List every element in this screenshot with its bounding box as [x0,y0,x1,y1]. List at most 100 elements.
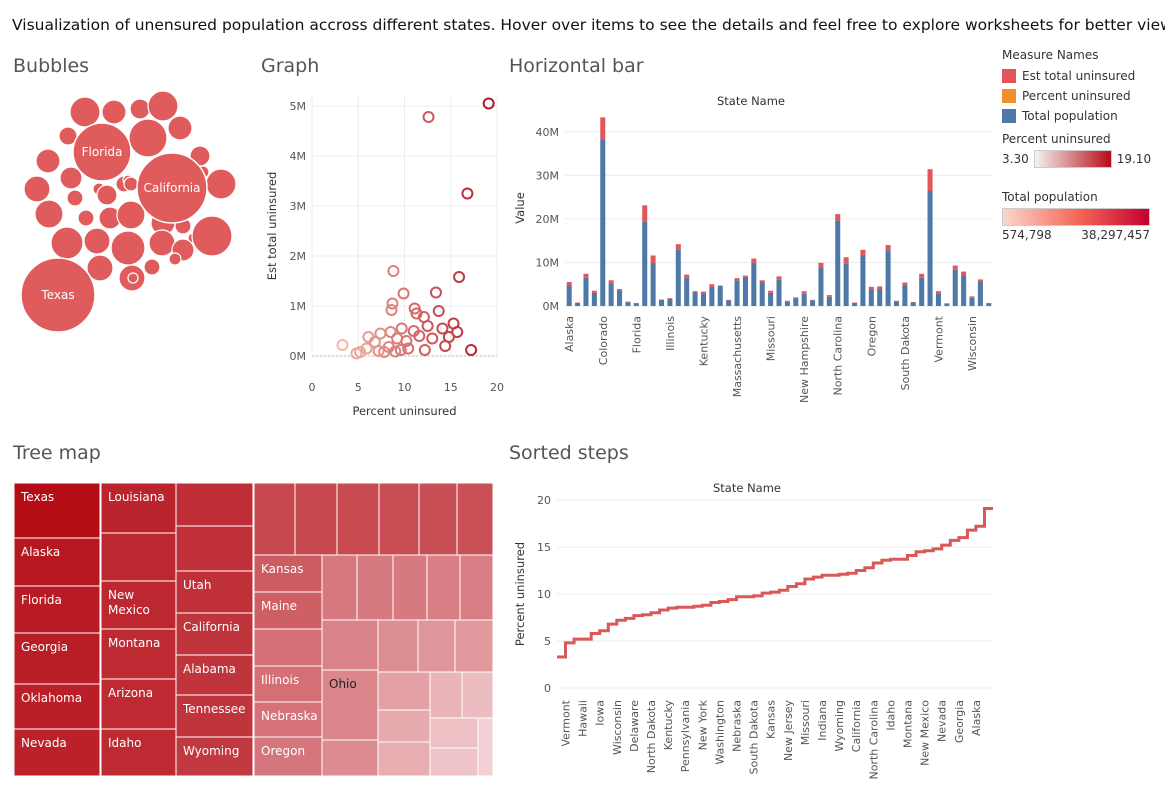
treemap-cell [321,739,379,777]
treemap-cell [253,591,323,630]
treemap-label: Alabama [183,662,236,676]
bar-est-uninsured [591,290,597,293]
bar-est-uninsured [583,273,589,278]
bar-total-population [969,297,975,306]
treemap-cell [321,669,379,741]
scatter-point [378,346,391,358]
bubble-label: Texas [40,288,74,302]
bar-total-population [608,283,614,306]
legend-item-est-uninsured[interactable]: Est total uninsured [1002,66,1162,86]
scatter-point [402,342,415,355]
bar-total-population [843,263,849,306]
sorted-steps-chart[interactable]: State Name 0 5 10 15 20 Percent uninsured Vermo… [510,478,998,796]
x-tick-label: North Carolina [867,700,880,780]
bubble [35,148,61,174]
legend-item-percent-uninsured[interactable]: Percent uninsured [1002,86,1162,106]
legend-label: Percent uninsured [1022,89,1131,103]
bar-est-uninsured [759,280,765,283]
scatter-point [421,320,434,332]
x-tick-label: Nevada [936,700,949,742]
treemap-label: Texas [20,490,54,504]
treemap-cell [253,482,296,556]
bar-est-uninsured [843,257,849,264]
bar-total-population [684,277,690,306]
treemap-cell [321,619,379,671]
legend-label: Total population [1022,109,1118,123]
treemap-cell [253,701,323,738]
x-tick-label: Alaska [970,700,983,736]
treemap-cell [459,554,494,621]
treemap-cell [253,628,323,667]
treemap-label: Florida [21,593,62,607]
bar-total-population [583,277,589,306]
scatter-point [439,340,452,352]
bar-total-population [877,289,883,306]
pct-min-label: 3.30 [1002,152,1029,166]
x-tick-label: Vermont [560,699,573,746]
bar-total-population [759,282,765,306]
steps-title: Sorted steps [509,442,629,464]
bar-total-population [793,298,799,306]
treemap-cell [426,554,461,621]
pop-max-label: 38,297,457 [1081,228,1150,242]
x-tick-label: North Dakota [645,700,658,773]
bar-total-population [658,299,665,306]
x-tick-label: 15 [444,381,458,394]
bar-total-population [734,280,740,306]
bar-est-uninsured [768,290,774,293]
x-tick-label: Wisconsin [611,700,624,755]
x-tick-label: Iowa [594,700,607,726]
bar-total-population [600,139,606,306]
treemap-cell [461,671,494,719]
bar-est-uninsured [977,279,983,282]
bubble [72,122,132,182]
pop-gradient-bar [1002,208,1150,226]
scatter-point [354,346,367,358]
treemap-cell [321,554,358,621]
treemap-label: New Mexico [108,588,150,617]
bar-total-population [919,277,925,306]
bar-total-population [826,296,832,306]
x-tick-label: Montana [902,700,915,748]
bar-est-uninsured [650,255,656,263]
legend-item-total-population[interactable]: Total population [1002,106,1162,126]
scatter-point [394,344,407,356]
bar-est-uninsured [961,271,967,276]
treemap-title: Tree map [13,442,101,464]
bar-total-population [801,293,807,306]
x-axis-label: Percent uninsured [352,404,456,418]
bar-est-uninsured [935,291,941,294]
x-tick-label: 10 [398,381,412,394]
scatter-chart[interactable]: 0M 1M 2M 3M 4M 5M 0 5 10 15 20 Percent uninsured Est… [262,88,504,423]
treemap-label: Nevada [21,736,67,750]
bar-est-uninsured [617,289,623,291]
x-tick-label: Pennsylvania [679,700,692,772]
stacked-bar-chart[interactable]: State Name 0M 10M 20M 30M 40M Value Alaska Color… [510,88,998,418]
bar-est-uninsured [952,265,958,270]
graph-title: Graph [261,55,320,77]
treemap-cell [175,736,254,777]
treemap-cell [175,482,254,527]
bar-est-uninsured [709,284,715,287]
treemap-label: Georgia [21,640,68,654]
treemap-cell [454,619,494,673]
swatch-icon [1002,69,1016,83]
tree-map[interactable]: Texas Alaska Florida Georgia Oklahoma Nevada L… [13,482,494,777]
x-tick-label: Wyoming [833,700,846,752]
x-tick-label: New Hampshire [798,316,811,403]
x-tick-label: Nebraska [731,700,744,752]
x-tick-label: Massachusetts [731,316,744,398]
bar-total-population [860,255,866,306]
bar-est-uninsured [793,297,799,299]
scatter-point [385,304,398,316]
bar-total-population [575,302,581,306]
bubble-chart[interactable]: Texas California Florida [15,88,245,338]
bubble [101,99,127,125]
treemap-cell [13,585,101,634]
x-tick-label: 5 [355,381,362,394]
treemap-cell [356,554,394,621]
bar-total-population [927,191,933,306]
bubble [136,152,208,224]
bar-est-uninsured [600,117,606,140]
scatter-point [360,342,373,355]
